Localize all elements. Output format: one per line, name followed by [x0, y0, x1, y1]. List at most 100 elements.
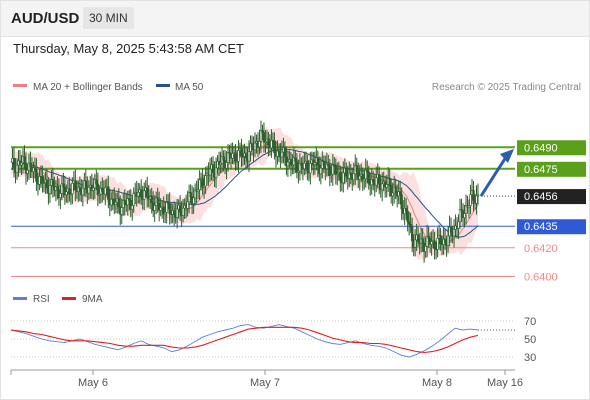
x-tick-label: May 16	[487, 377, 523, 389]
candle-body	[219, 162, 222, 165]
candle-body	[352, 173, 355, 181]
candle-body	[181, 207, 185, 216]
candle-body	[267, 138, 270, 146]
candle-body	[372, 179, 375, 183]
candle-body	[214, 167, 218, 178]
candle-body	[189, 192, 192, 197]
candle-body	[298, 163, 302, 172]
candle-body	[427, 236, 430, 239]
candle-body	[237, 150, 240, 162]
candle-body	[280, 151, 284, 158]
candle-body	[457, 221, 460, 229]
candle-body	[262, 132, 266, 143]
candle-body	[166, 202, 170, 204]
candle-body	[375, 177, 378, 186]
candle-body	[363, 178, 366, 181]
candle-body	[178, 204, 182, 213]
candle-body	[110, 198, 113, 206]
candle-body	[56, 186, 59, 191]
rsi-ma-line	[10, 326, 479, 354]
candle-body	[421, 238, 424, 244]
candle-body	[342, 172, 345, 184]
candle-body	[460, 209, 463, 212]
candle-body	[131, 205, 134, 210]
x-tick-label: May 6	[78, 377, 108, 389]
candle-body	[334, 166, 338, 175]
candle-body	[400, 194, 403, 210]
candle-body	[449, 226, 453, 233]
candle-body	[78, 186, 82, 191]
candle-body	[38, 176, 41, 185]
candle-body	[313, 162, 317, 165]
candle-body	[186, 201, 189, 209]
candle-body	[65, 191, 68, 196]
legend-label-rsi: RSI	[33, 294, 50, 305]
candle-body	[331, 164, 335, 175]
candle-body	[475, 195, 478, 204]
candle-body	[464, 205, 468, 214]
candle-body	[117, 198, 120, 208]
candle-body	[104, 187, 107, 195]
candle-body	[476, 194, 480, 197]
candle-body	[436, 238, 439, 250]
candle-body	[394, 186, 397, 193]
rsi-tick-70: 70	[524, 316, 536, 328]
instrument-title: AUD/USD	[11, 10, 80, 27]
candle-body	[286, 161, 290, 167]
candle-body	[156, 197, 159, 204]
candle-body	[41, 176, 44, 184]
candle-body	[430, 241, 433, 245]
candle-body	[81, 187, 85, 196]
candle-body	[409, 224, 412, 228]
forecast-arrow-shaft	[479, 156, 508, 197]
candle-body	[165, 202, 168, 213]
candle-body	[285, 156, 288, 167]
candle-body	[319, 167, 323, 175]
x-tick-label: May 7	[250, 377, 280, 389]
candle-body	[276, 150, 279, 157]
candle-body	[339, 172, 342, 181]
candle-body	[146, 187, 149, 197]
candle-body	[159, 207, 162, 211]
candle-body	[348, 172, 351, 179]
candle-body	[228, 152, 231, 155]
candle-body	[328, 165, 332, 176]
candle-body	[425, 236, 429, 247]
candle-body	[33, 167, 37, 170]
candle-body	[388, 178, 391, 186]
candle-body	[48, 185, 52, 194]
candle-body	[71, 182, 74, 195]
candle-body	[333, 164, 336, 167]
candle-body	[87, 187, 91, 194]
candle-body	[235, 160, 239, 163]
candle-body	[357, 170, 360, 180]
candle-body	[364, 169, 367, 180]
chart-credit: Research © 2025 Trading Central	[432, 82, 581, 93]
candle-body	[192, 197, 195, 204]
rsi-tick-50: 50	[524, 334, 536, 346]
forecast-arrow-head	[500, 149, 514, 164]
level-tag-0.6490	[517, 140, 586, 156]
candle-body	[12, 158, 16, 168]
candle-body	[463, 213, 466, 218]
candle-body	[240, 148, 243, 157]
candle-body	[225, 162, 228, 169]
candle-body	[413, 239, 417, 248]
candle-body	[208, 168, 212, 176]
legend-label-rsi-ma: 9MA	[82, 294, 103, 305]
candle-body	[172, 210, 176, 215]
legend-swatch-rsi-ma	[62, 297, 76, 300]
level-label-0.6475: 0.6475	[524, 164, 558, 176]
candle-body	[20, 162, 23, 166]
candle-body	[291, 164, 294, 167]
candle-body	[98, 193, 101, 196]
rsi-tick-30: 30	[524, 352, 536, 364]
timeframe-badge[interactable]: 30 MIN	[83, 7, 134, 29]
candle-body	[273, 140, 276, 153]
candle-body	[385, 184, 388, 188]
candle-body	[198, 179, 201, 191]
candle-body	[349, 172, 352, 176]
candle-body	[258, 141, 261, 148]
level-label-0.6435: 0.6435	[524, 221, 558, 233]
